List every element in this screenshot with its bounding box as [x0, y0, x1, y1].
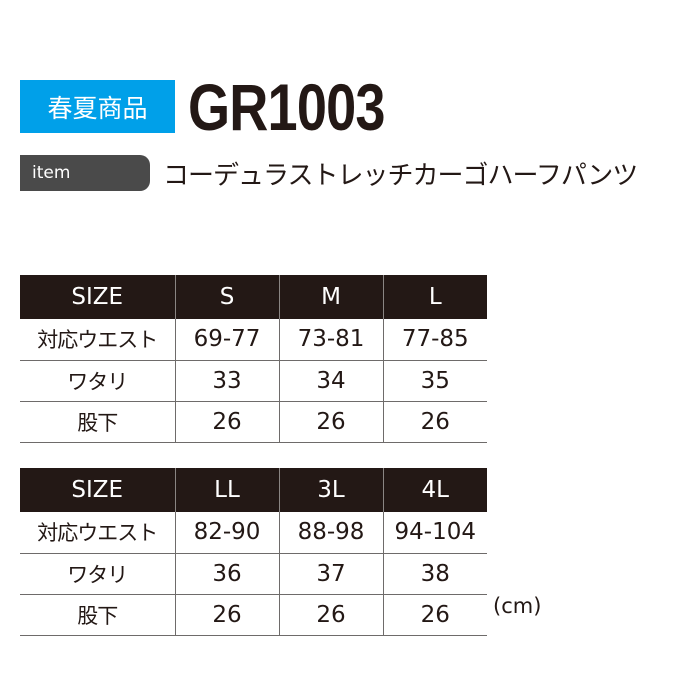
cell: 38: [382, 553, 487, 595]
cell: 34: [278, 360, 383, 402]
cell: 69-77: [174, 319, 279, 361]
cell: 33: [174, 360, 279, 402]
row-label: ワタリ: [20, 553, 175, 595]
row-label: ワタリ: [20, 360, 175, 402]
table-header-row: SIZE S M L: [20, 275, 487, 319]
size-table-2: SIZE LL 3L 4L 対応ウエスト 82-90 88-98 94-104 …: [20, 468, 487, 636]
header-cell: LL: [174, 468, 279, 512]
table-header-row: SIZE LL 3L 4L: [20, 468, 487, 512]
cell: 37: [278, 553, 383, 595]
cell: 88-98: [278, 512, 383, 554]
header-cell: SIZE: [20, 468, 175, 512]
header-cell: 3L: [278, 468, 383, 512]
cell: 35: [382, 360, 487, 402]
cell: 26: [174, 594, 279, 636]
cell: 73-81: [278, 319, 383, 361]
unit-label: (cm): [493, 594, 542, 618]
row-label: 対応ウエスト: [20, 512, 175, 554]
cell: 26: [382, 594, 487, 636]
cell: 82-90: [174, 512, 279, 554]
row-label: 股下: [20, 401, 175, 443]
table-row: ワタリ 36 37 38: [20, 553, 487, 595]
cell: 36: [174, 553, 279, 595]
table-row: 股下 26 26 26: [20, 594, 487, 636]
product-name: コーデュラストレッチカーゴハーフパンツ: [163, 160, 638, 191]
header-cell: S: [174, 275, 279, 319]
header-cell: M: [278, 275, 383, 319]
cell: 77-85: [382, 319, 487, 361]
cell: 26: [278, 594, 383, 636]
cell: 26: [382, 401, 487, 443]
table-row: 対応ウエスト 69-77 73-81 77-85: [20, 319, 487, 361]
header-cell: L: [382, 275, 487, 319]
header-cell: 4L: [382, 468, 487, 512]
item-label: item: [20, 155, 150, 191]
row-label: 対応ウエスト: [20, 319, 175, 361]
cell: 94-104: [382, 512, 487, 554]
product-code: GR1003: [188, 70, 385, 144]
table-row: 股下 26 26 26: [20, 401, 487, 443]
table-row: ワタリ 33 34 35: [20, 360, 487, 402]
header-cell: SIZE: [20, 275, 175, 319]
size-table-1: SIZE S M L 対応ウエスト 69-77 73-81 77-85 ワタリ …: [20, 275, 487, 443]
table-row: 対応ウエスト 82-90 88-98 94-104: [20, 512, 487, 554]
row-label: 股下: [20, 594, 175, 636]
cell: 26: [174, 401, 279, 443]
season-badge: 春夏商品: [20, 80, 175, 133]
cell: 26: [278, 401, 383, 443]
